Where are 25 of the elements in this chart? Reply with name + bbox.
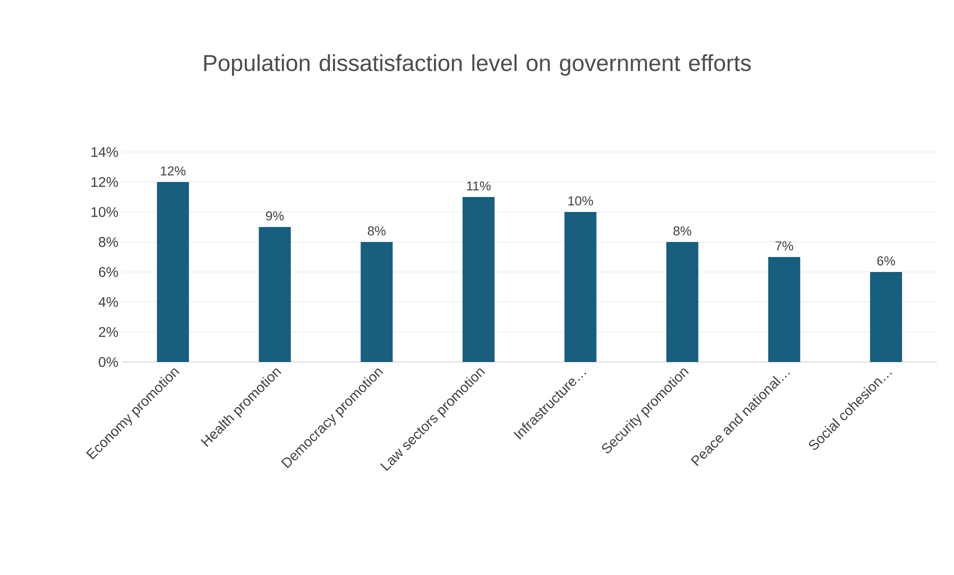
data-label: 8%	[368, 226, 386, 236]
y-tick-label: 8%	[98, 237, 118, 247]
bar	[360, 242, 393, 362]
y-tick-label: 6%	[98, 267, 118, 277]
bar	[462, 196, 495, 362]
data-label: 6%	[877, 256, 895, 266]
data-label: 11%	[467, 181, 491, 190]
bar	[564, 212, 596, 362]
data-label: 12%	[160, 166, 186, 176]
bar	[768, 256, 800, 362]
data-label: 10%	[568, 196, 593, 206]
chart-title: Population dissatisfaction level on government efforts	[204, 54, 751, 76]
bar	[870, 272, 902, 362]
y-tick-label: 4%	[98, 297, 118, 307]
y-tick-label: 12%	[92, 177, 118, 187]
data-label: 7%	[775, 241, 794, 250]
bar	[258, 226, 291, 362]
bar	[666, 242, 698, 362]
y-tick-label: 10%	[92, 207, 118, 217]
y-tick-label: 2%	[98, 327, 118, 337]
bar	[156, 182, 189, 362]
data-label: 9%	[266, 211, 284, 220]
y-tick-label: 0%	[98, 357, 118, 367]
y-tick-label: 14%	[92, 147, 118, 157]
data-label: 8%	[673, 226, 692, 236]
